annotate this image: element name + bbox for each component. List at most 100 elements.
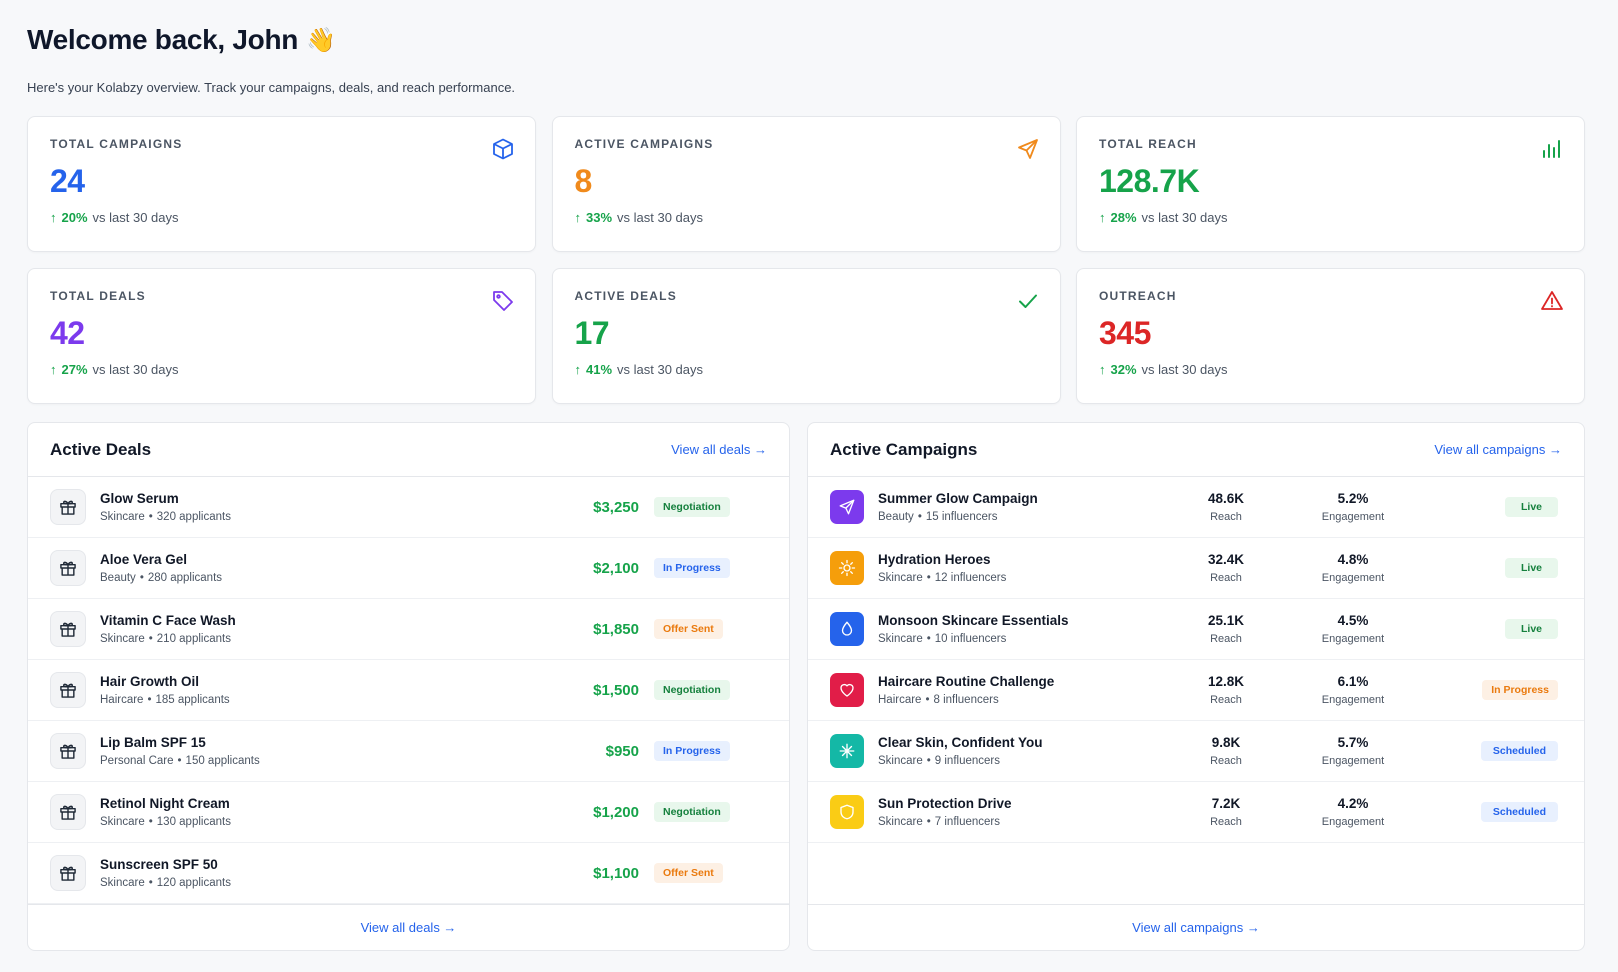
deal-row[interactable]: Aloe Vera Gel Beauty • 280 applicants $2,100… xyxy=(28,538,789,599)
reach-label: Reach xyxy=(1210,511,1242,523)
campaign-row[interactable]: Monsoon Skincare Essentials Skincare • 10 i… xyxy=(808,599,1584,660)
deal-amount: $950 xyxy=(605,742,639,760)
deal-amount: $1,850 xyxy=(593,620,639,638)
deal-category: Skincare xyxy=(100,816,145,828)
campaign-row[interactable]: Hydration Heroes Skincare • 12 influencers 3… xyxy=(808,538,1584,599)
view-all-deals-link[interactable]: View all deals → xyxy=(671,442,767,457)
deal-applicants: 210 applicants xyxy=(156,633,231,645)
status-badge: Live xyxy=(1504,619,1558,639)
deal-meta: Skincare • 120 applicants xyxy=(100,877,231,889)
campaign-name: Monsoon Skincare Essentials xyxy=(878,613,1069,628)
engagement-value: 4.5% xyxy=(1337,613,1369,628)
gift-icon xyxy=(50,855,86,891)
reach-label: Reach xyxy=(1210,694,1242,706)
stat-label: ACTIVE DEALS xyxy=(574,289,677,303)
engagement-value: 4.8% xyxy=(1337,552,1369,567)
status-badge: Offer Sent xyxy=(654,619,723,639)
campaign-row[interactable]: Summer Glow Campaign Beauty • 15 influencer… xyxy=(808,477,1584,538)
separator-dot: • xyxy=(177,755,182,767)
separator-dot: • xyxy=(148,511,153,523)
deal-applicants: 130 applicants xyxy=(156,816,231,828)
deal-meta: Skincare • 320 applicants xyxy=(100,511,231,523)
stat-label: ACTIVE CAMPAIGNS xyxy=(574,137,714,151)
separator-dot: • xyxy=(148,816,153,828)
reach-label: Reach xyxy=(1210,572,1242,584)
reach-metric: 7.2K Reach xyxy=(1181,796,1271,828)
sun-icon xyxy=(830,551,864,585)
deal-row[interactable]: Glow Serum Skincare • 320 applicants $3,250 N… xyxy=(28,477,789,538)
stat-card: TOTAL DEALS 42 ↑ 27% vs last 30 days xyxy=(27,268,536,404)
stat-card: TOTAL CAMPAIGNS 24 ↑ 20% vs last 30 days xyxy=(27,116,536,252)
deal-row[interactable]: Hair Growth Oil Haircare • 185 applicants $1… xyxy=(28,660,789,721)
active-deals-title: Active Deals xyxy=(50,439,152,459)
gift-icon xyxy=(50,489,86,525)
active-campaigns-title: Active Campaigns xyxy=(830,439,978,459)
stat-trend: ↑ 41% vs last 30 days xyxy=(575,362,1038,377)
campaign-category: Skincare xyxy=(878,755,923,767)
deal-name: Lip Balm SPF 15 xyxy=(100,735,206,750)
arrow-up-icon: ↑ xyxy=(574,362,582,377)
stat-value: 42 xyxy=(50,315,85,351)
arrow-up-icon: ↑ xyxy=(50,210,57,225)
stats-grid: TOTAL CAMPAIGNS 24 ↑ 20% vs last 30 days ACTI… xyxy=(27,116,1585,404)
status-badge: Negotiation xyxy=(654,802,730,822)
deal-row[interactable]: Retinol Night Cream Skincare • 130 applican… xyxy=(28,782,789,843)
stat-trend: ↑ 32% vs last 30 days xyxy=(1099,362,1562,377)
dashboard-page: Welcome back, John 👋 Here's your Kolabzy… xyxy=(27,20,1585,951)
stat-trend: ↑ 33% vs last 30 days xyxy=(575,210,1038,225)
engagement-metric: 4.5% Engagement xyxy=(1308,613,1398,645)
panels-row: Active Deals View all deals → Glow Serum… xyxy=(27,422,1585,951)
active-campaigns-header: Active Campaigns View all campaigns → xyxy=(808,423,1584,477)
deal-meta: Personal Care • 150 applicants xyxy=(100,755,260,767)
deal-meta: Beauty • 280 applicants xyxy=(100,572,222,584)
campaign-influencers: 8 influencers xyxy=(933,694,999,706)
deal-name: Glow Serum xyxy=(100,491,179,506)
deal-row[interactable]: Sunscreen SPF 50 Skincare • 120 applicants $… xyxy=(28,843,789,904)
waving-hand-icon: 👋 xyxy=(306,26,336,54)
status-badge: Negotiation xyxy=(654,497,730,517)
deal-row[interactable]: Lip Balm SPF 15 Personal Care • 150 applica… xyxy=(28,721,789,782)
gift-icon xyxy=(50,733,86,769)
engagement-label: Engagement xyxy=(1321,572,1385,584)
campaign-meta: Haircare • 8 influencers xyxy=(878,694,1054,706)
deal-text: Aloe Vera Gel Beauty • 280 applicants xyxy=(100,552,222,584)
deal-applicants: 120 applicants xyxy=(156,877,231,889)
droplet-icon xyxy=(830,612,864,646)
gift-icon xyxy=(50,794,86,830)
page-title: Welcome back, John 👋 xyxy=(27,20,1585,60)
stat-trend: ↑ 28% vs last 30 days xyxy=(1099,210,1562,225)
campaign-category: Skincare xyxy=(878,633,923,645)
sparkle-icon xyxy=(830,734,864,768)
deal-applicants: 320 applicants xyxy=(156,511,231,523)
engagement-label: Engagement xyxy=(1321,694,1385,706)
engagement-label: Engagement xyxy=(1321,633,1385,645)
status-badge: Live xyxy=(1504,558,1558,578)
campaign-row[interactable]: Sun Protection Drive Skincare • 7 influence… xyxy=(808,782,1584,843)
deal-name: Vitamin C Face Wash xyxy=(100,613,236,628)
stat-label: TOTAL DEALS xyxy=(50,289,146,303)
campaign-text: Summer Glow Campaign Beauty • 15 influencer… xyxy=(878,491,1038,523)
reach-value: 48.6K xyxy=(1207,491,1245,506)
stat-trend: ↑ 27% vs last 30 days xyxy=(50,362,513,377)
trend-suffix: vs last 30 days xyxy=(92,210,179,225)
separator-dot: • xyxy=(926,633,931,645)
stat-value: 345 xyxy=(1099,315,1151,351)
arrow-up-icon: ↑ xyxy=(50,362,57,377)
reach-metric: 9.8K Reach xyxy=(1181,735,1271,767)
engagement-value: 5.2% xyxy=(1337,491,1369,506)
view-all-campaigns-link[interactable]: View all campaigns → xyxy=(1434,442,1562,457)
view-all-deals-footer-link[interactable]: View all deals → xyxy=(360,920,457,935)
engagement-label: Engagement xyxy=(1321,755,1385,767)
campaign-row[interactable]: Haircare Routine Challenge Haircare • 8 inf… xyxy=(808,660,1584,721)
page-subtitle: Here's your Kolabzy overview. Track your… xyxy=(27,80,516,95)
view-all-campaigns-footer-link[interactable]: View all campaigns → xyxy=(1132,920,1260,935)
engagement-metric: 4.8% Engagement xyxy=(1308,552,1398,584)
stat-value: 8 xyxy=(574,163,593,199)
campaign-row[interactable]: Clear Skin, Confident You Skincare • 9 infl… xyxy=(808,721,1584,782)
campaign-meta: Skincare • 9 influencers xyxy=(878,755,1043,767)
stat-trend: ↑ 20% vs last 30 days xyxy=(50,210,513,225)
stat-card: ACTIVE CAMPAIGNS 8 ↑ 33% vs last 30 days xyxy=(551,116,1061,252)
engagement-metric: 6.1% Engagement xyxy=(1308,674,1398,706)
deal-amount: $1,500 xyxy=(593,681,639,699)
deal-row[interactable]: Vitamin C Face Wash Skincare • 210 applican… xyxy=(28,599,789,660)
